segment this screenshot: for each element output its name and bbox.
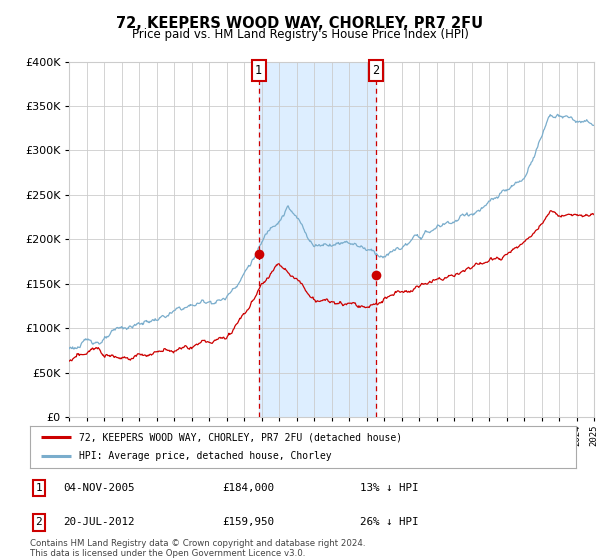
Text: £184,000: £184,000	[222, 483, 274, 493]
Text: 2: 2	[35, 517, 43, 528]
Text: 13% ↓ HPI: 13% ↓ HPI	[360, 483, 419, 493]
Text: £159,950: £159,950	[222, 517, 274, 528]
Text: 72, KEEPERS WOOD WAY, CHORLEY, PR7 2FU: 72, KEEPERS WOOD WAY, CHORLEY, PR7 2FU	[116, 16, 484, 31]
Text: 2: 2	[373, 64, 380, 77]
Text: 04-NOV-2005: 04-NOV-2005	[63, 483, 134, 493]
Text: 1: 1	[255, 64, 262, 77]
Text: 26% ↓ HPI: 26% ↓ HPI	[360, 517, 419, 528]
Bar	[259, 62, 376, 417]
Text: Price paid vs. HM Land Registry's House Price Index (HPI): Price paid vs. HM Land Registry's House …	[131, 28, 469, 41]
Text: 72, KEEPERS WOOD WAY, CHORLEY, PR7 2FU (detached house): 72, KEEPERS WOOD WAY, CHORLEY, PR7 2FU (…	[79, 432, 402, 442]
Text: 1: 1	[35, 483, 43, 493]
Text: HPI: Average price, detached house, Chorley: HPI: Average price, detached house, Chor…	[79, 451, 332, 461]
Text: 20-JUL-2012: 20-JUL-2012	[63, 517, 134, 528]
Text: Contains HM Land Registry data © Crown copyright and database right 2024.
This d: Contains HM Land Registry data © Crown c…	[30, 539, 365, 558]
